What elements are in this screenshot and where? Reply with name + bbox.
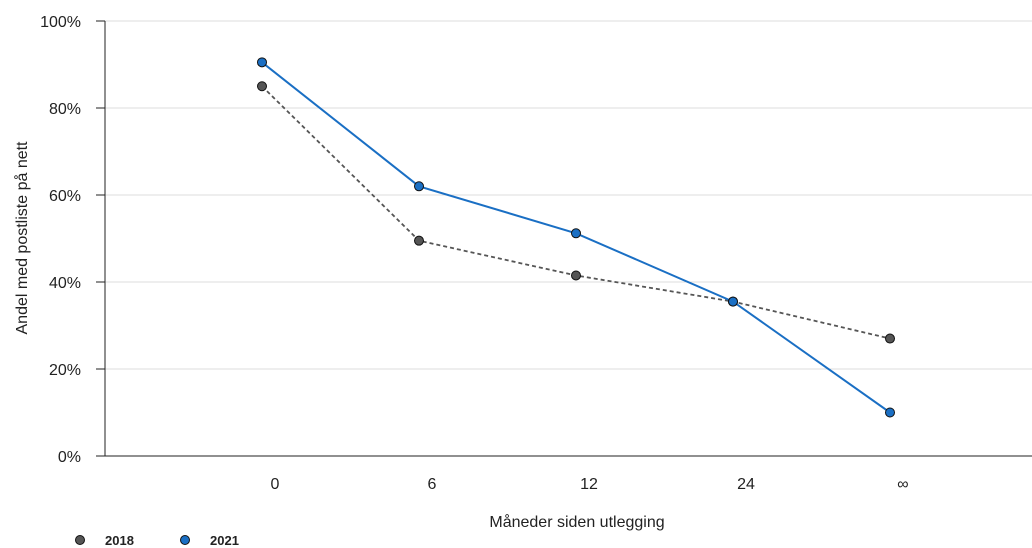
series-group xyxy=(257,57,895,418)
legend-marker-2021 xyxy=(180,535,190,545)
x-tick-label: 24 xyxy=(737,476,755,493)
data-point-2021 xyxy=(257,57,267,68)
x-tick-label: ∞ xyxy=(897,476,908,493)
y-tick-label: 100% xyxy=(40,14,81,31)
x-tick-labels: 0 6 12 24 ∞ xyxy=(271,476,909,493)
data-point-2018 xyxy=(571,270,581,281)
legend: 2018 2021 xyxy=(75,533,239,548)
series-line-2018 xyxy=(261,85,891,340)
data-point-2021 xyxy=(414,181,424,192)
y-tick-label: 60% xyxy=(49,188,81,205)
data-point-2021 xyxy=(571,228,581,239)
y-tick-labels: 0% 20% 40% 60% 80% 100% xyxy=(40,14,105,466)
data-point-2018 xyxy=(885,333,895,344)
x-tick-label: 12 xyxy=(580,476,598,493)
axes xyxy=(104,21,1032,457)
legend-label-2021: 2021 xyxy=(210,533,239,548)
data-point-2021 xyxy=(728,296,738,307)
data-point-2018 xyxy=(414,235,424,246)
y-tick-label: 40% xyxy=(49,275,81,292)
legend-marker-2018 xyxy=(75,535,85,545)
data-point-2021 xyxy=(885,407,895,418)
x-tick-label: 6 xyxy=(428,476,437,493)
legend-label-2018: 2018 xyxy=(105,533,134,548)
x-tick-label: 0 xyxy=(271,476,280,493)
y-tick-label: 80% xyxy=(49,101,81,118)
y-tick-label: 20% xyxy=(49,362,81,379)
x-axis-title: Måneder siden utlegging xyxy=(489,513,664,531)
grid-lines xyxy=(105,20,1032,370)
y-axis-title: Andel med postliste på nett xyxy=(13,141,31,335)
y-tick-label: 0% xyxy=(58,449,81,466)
data-point-2018 xyxy=(257,81,267,92)
